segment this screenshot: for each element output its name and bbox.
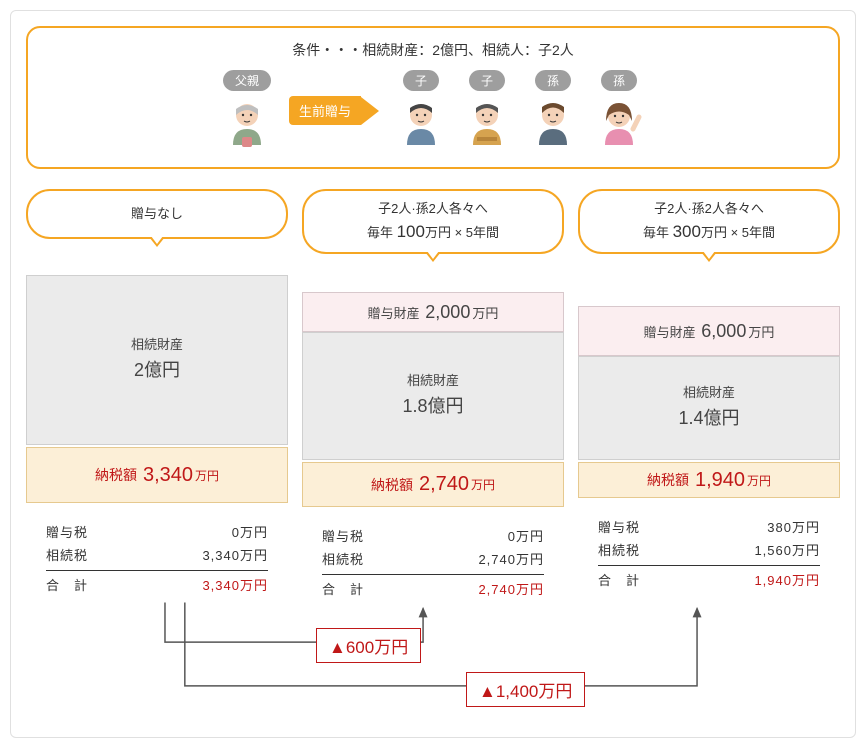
breakdown-total-row: 合 計3,340万円 [46,570,268,594]
asset-stack: 贈与財産 2,000万円相続財産1.8億円 [302,270,564,460]
recipient-avatar-icon [393,95,449,151]
recipient-tag: 子 [469,70,505,91]
scenario-column: 子2人·孫2人各々へ毎年 300万円 × 5年間贈与財産 6,000万円相続財産… [578,189,840,589]
arrow-label: 生前贈与 [289,96,361,125]
scenario-column: 子2人·孫2人各々へ毎年 100万円 × 5年間贈与財産 2,000万円相続財産… [302,189,564,598]
savings-flow-area: ▲600万円 ▲1,400万円 [26,602,840,722]
scenario-header: 子2人·孫2人各々へ毎年 300万円 × 5年間 [578,189,840,254]
tax-breakdown: 贈与税0万円相続税3,340万円合 計3,340万円 [46,521,268,594]
gift-arrow: 生前贈与 [289,96,379,125]
breakdown-gift-row: 贈与税0万円 [46,521,268,544]
infographic-container: 条件・・・相続財産：2億円、相続人：子2人 父親 生前贈与 [10,10,856,738]
inherit-asset-box: 相続財産1.8億円 [302,332,564,460]
breakdown-inherit-row: 相続税1,560万円 [598,539,820,562]
scenario-column: 贈与なし相続財産2億円納税額3,340万円贈与税0万円相続税3,340万円合 計… [26,189,288,594]
breakdown-gift-row: 贈与税380万円 [598,516,820,539]
arrow-head-icon [361,97,379,125]
recipient-avatar-icon [525,95,581,151]
person-recipient: 孫 [591,70,647,151]
condition-card: 条件・・・相続財産：2億円、相続人：子2人 父親 生前贈与 [26,26,840,169]
condition-text: 条件・・・相続財産：2億円、相続人：子2人 [48,40,818,60]
flow-arrows-icon [26,602,840,722]
breakdown-total-row: 合 計2,740万円 [322,574,544,598]
breakdown-total-row: 合 計1,940万円 [598,565,820,589]
person-recipient: 子 [459,70,515,151]
person-recipient: 子 [393,70,449,151]
inherit-asset-box: 相続財産1.4億円 [578,356,840,460]
recipient-tag: 子 [403,70,439,91]
recipient-tag: 孫 [535,70,571,91]
asset-stack: 相続財産2億円 [26,255,288,445]
gift-asset-box: 贈与財産 2,000万円 [302,292,564,332]
breakdown-inherit-row: 相続税3,340万円 [46,544,268,567]
tax-breakdown: 贈与税380万円相続税1,560万円合 計1,940万円 [598,516,820,589]
father-tag: 父親 [223,70,271,91]
recipient-avatar-icon [459,95,515,151]
asset-stack: 贈与財産 6,000万円相続財産1.4億円 [578,270,840,460]
tax-amount-box: 納税額1,940万円 [578,462,840,498]
savings-callout: ▲1,400万円 [466,672,585,707]
breakdown-gift-row: 贈与税0万円 [322,525,544,548]
tax-breakdown: 贈与税0万円相続税2,740万円合 計2,740万円 [322,525,544,598]
person-father: 父親 [219,70,275,151]
gift-asset-box: 贈与財産 6,000万円 [578,306,840,356]
tax-amount-box: 納税額2,740万円 [302,462,564,507]
scenario-header: 贈与なし [26,189,288,239]
people-row: 父親 生前贈与 子 子 孫 孫 [48,70,818,151]
father-avatar-icon [219,95,275,151]
recipient-tag: 孫 [601,70,637,91]
breakdown-inherit-row: 相続税2,740万円 [322,548,544,571]
scenario-header: 子2人·孫2人各々へ毎年 100万円 × 5年間 [302,189,564,254]
inherit-asset-box: 相続財産2億円 [26,275,288,445]
recipient-avatar-icon [591,95,647,151]
tax-amount-box: 納税額3,340万円 [26,447,288,503]
scenarios-row: 贈与なし相続財産2億円納税額3,340万円贈与税0万円相続税3,340万円合 計… [26,189,840,598]
savings-callout: ▲600万円 [316,628,421,663]
person-recipient: 孫 [525,70,581,151]
